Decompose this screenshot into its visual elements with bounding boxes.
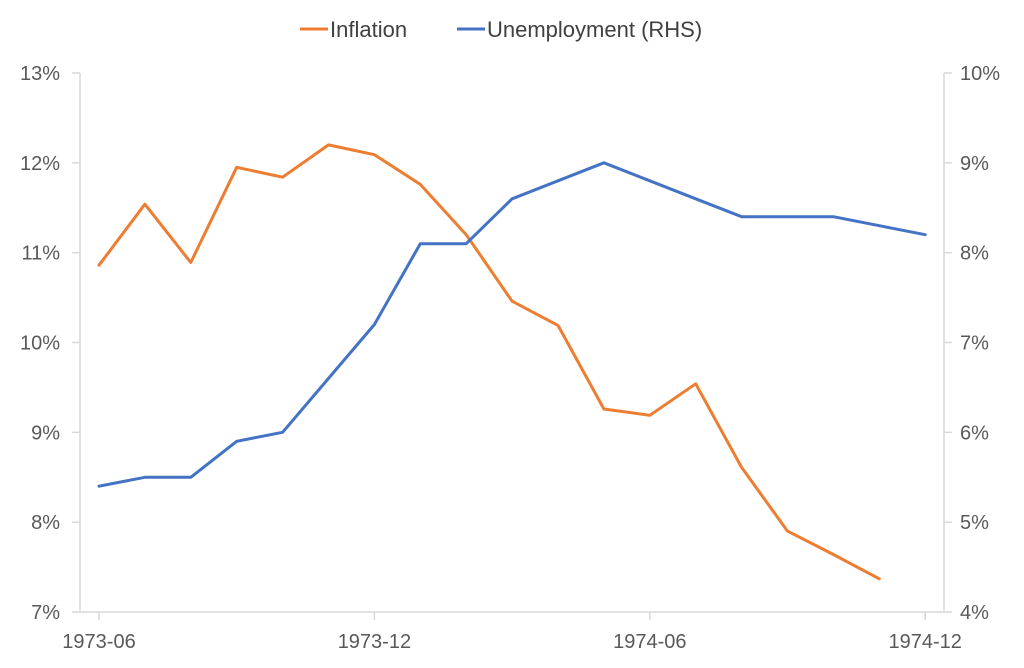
right-tick-label: 9% bbox=[960, 153, 989, 175]
right-tick-label: 10% bbox=[960, 63, 1000, 85]
left-tick-label: 11% bbox=[21, 243, 60, 265]
left-tick-label: 12% bbox=[20, 153, 60, 175]
right-tick-label: 7% bbox=[960, 333, 989, 355]
x-tick-label: 1974-06 bbox=[613, 631, 686, 653]
x-tick-label: 1973-06 bbox=[62, 631, 135, 653]
right-tick-label: 5% bbox=[960, 512, 989, 534]
left-tick-label: 7% bbox=[31, 602, 60, 624]
series-line-unemployment bbox=[97, 161, 927, 488]
right-tick-label: 4% bbox=[960, 602, 989, 624]
right-tick-label: 8% bbox=[960, 243, 989, 265]
legend-label-unemployment: Unemployment (RHS) bbox=[487, 17, 702, 42]
x-tick-label: 1974-12 bbox=[888, 631, 961, 653]
left-tick-label: 8% bbox=[31, 512, 60, 534]
left-tick-label: 9% bbox=[31, 422, 60, 444]
series-line-inflation bbox=[97, 143, 881, 581]
left-tick-label: 13% bbox=[20, 63, 60, 85]
left-tick-label: 10% bbox=[20, 333, 60, 355]
axes bbox=[79, 73, 945, 613]
left-axis-ticks: 7% 8% 9% 10% 11% 12% 13% bbox=[20, 63, 80, 624]
series-layer bbox=[97, 143, 927, 581]
x-tick-label: 1973-12 bbox=[338, 631, 411, 653]
x-axis-ticks: 1973-06 1973-12 1974-06 1974-12 bbox=[62, 612, 962, 653]
right-tick-label: 6% bbox=[960, 422, 989, 444]
legend: Inflation Unemployment (RHS) bbox=[300, 17, 702, 42]
legend-label-inflation: Inflation bbox=[330, 17, 407, 42]
right-axis-ticks: 4% 5% 6% 7% 8% 9% 10% bbox=[944, 63, 1000, 624]
